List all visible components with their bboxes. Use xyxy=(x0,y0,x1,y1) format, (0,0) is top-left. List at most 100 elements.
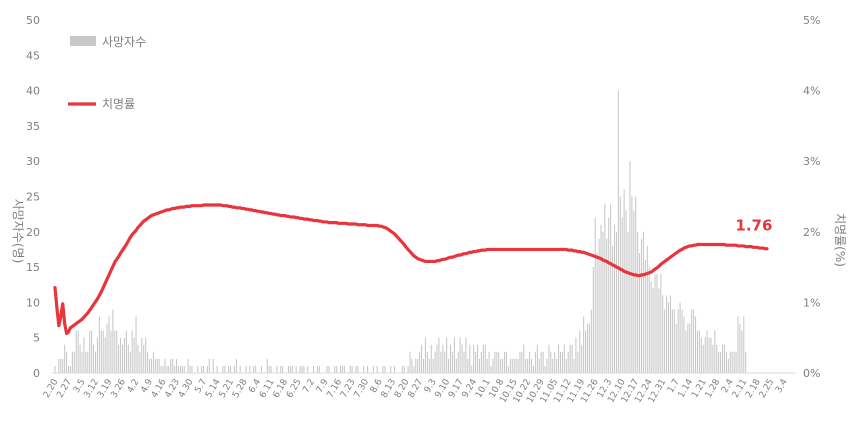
bar xyxy=(132,331,133,373)
bar xyxy=(539,359,540,373)
bar xyxy=(473,345,474,373)
bar xyxy=(89,331,90,373)
bar xyxy=(76,331,77,373)
bar xyxy=(319,366,320,373)
y-left-tick-label: 25 xyxy=(26,191,40,204)
bar xyxy=(637,232,638,373)
bar xyxy=(363,366,364,373)
bar xyxy=(541,352,542,373)
bar xyxy=(421,345,422,373)
bar xyxy=(502,359,503,373)
bar xyxy=(695,317,696,373)
bar xyxy=(597,253,598,373)
bar xyxy=(741,331,742,373)
bar xyxy=(290,366,291,373)
legend: 사망자수 치명률 xyxy=(68,35,146,111)
bar xyxy=(255,366,256,373)
bar xyxy=(550,352,551,373)
bar xyxy=(429,359,430,373)
bar xyxy=(697,331,698,373)
bar xyxy=(68,366,69,373)
bar xyxy=(166,366,167,373)
bar xyxy=(512,359,513,373)
bar xyxy=(529,352,530,373)
bar xyxy=(120,338,121,373)
bar xyxy=(425,338,426,373)
bar xyxy=(110,331,111,373)
bar xyxy=(481,352,482,373)
bar xyxy=(224,366,225,373)
bar xyxy=(163,366,164,373)
bar xyxy=(435,352,436,373)
bar xyxy=(606,239,607,373)
bar xyxy=(712,345,713,373)
bar xyxy=(178,366,179,373)
bar xyxy=(548,345,549,373)
bar xyxy=(714,331,715,373)
bar xyxy=(467,359,468,373)
bar xyxy=(518,359,519,373)
bar xyxy=(508,366,509,373)
y-left-tick-label: 5 xyxy=(33,332,40,345)
bar xyxy=(506,352,507,373)
x-tick-label: 4.2 xyxy=(126,378,142,395)
bar xyxy=(409,352,410,373)
bar xyxy=(516,359,517,373)
bar xyxy=(228,366,229,373)
x-tick-label: 8.27 xyxy=(407,378,426,400)
bar xyxy=(404,366,405,373)
bar xyxy=(446,338,447,373)
bar xyxy=(209,359,210,373)
bar xyxy=(188,359,189,373)
bar xyxy=(745,352,746,373)
bar xyxy=(504,352,505,373)
bar xyxy=(575,338,576,373)
bar xyxy=(492,359,493,373)
bar xyxy=(699,331,700,373)
bar xyxy=(477,345,478,373)
bar xyxy=(357,366,358,373)
bar xyxy=(367,366,368,373)
bar xyxy=(585,331,586,373)
bar xyxy=(108,317,109,373)
x-tick-label: 1.28 xyxy=(704,377,723,400)
x-tick-label: 6.25 xyxy=(285,378,304,400)
y-left-tick-label: 35 xyxy=(26,120,40,133)
bar xyxy=(591,309,592,373)
bar xyxy=(271,366,272,373)
bar xyxy=(656,274,657,373)
bar xyxy=(230,366,231,373)
bar xyxy=(62,359,63,373)
bar xyxy=(155,359,156,373)
bar xyxy=(136,317,137,373)
bar xyxy=(408,366,409,373)
legend-label-rate: 치명률 xyxy=(102,97,135,111)
bar xyxy=(527,359,528,373)
bar xyxy=(112,309,113,373)
bar xyxy=(610,204,611,373)
y-left-tick-label: 45 xyxy=(26,49,40,62)
bar xyxy=(269,366,270,373)
bar xyxy=(635,197,636,374)
bar xyxy=(643,232,644,373)
bar xyxy=(282,366,283,373)
bar xyxy=(720,352,721,373)
bar xyxy=(670,295,671,373)
bar xyxy=(72,352,73,373)
legend-swatch-deaths xyxy=(70,36,96,46)
y-right-axis-title: 치명률(%) xyxy=(833,213,847,267)
bar xyxy=(280,366,281,373)
bar xyxy=(691,309,692,373)
bar xyxy=(546,359,547,373)
bar xyxy=(678,309,679,373)
bar xyxy=(442,345,443,373)
bar xyxy=(614,225,615,373)
legend-label-deaths: 사망자수 xyxy=(102,35,146,49)
bar xyxy=(479,359,480,373)
bar xyxy=(450,345,451,373)
bar xyxy=(80,345,81,373)
bar xyxy=(438,338,439,373)
y-left-tick-label: 30 xyxy=(26,155,40,168)
bar xyxy=(99,317,100,373)
